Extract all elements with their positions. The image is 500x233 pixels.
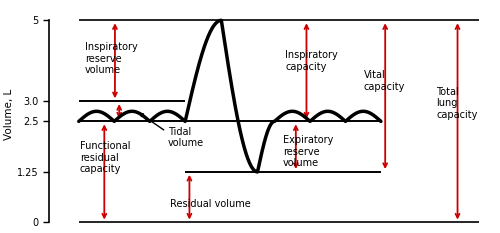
Text: Inspiratory
capacity: Inspiratory capacity <box>285 50 338 72</box>
Text: Total
lung
capacity: Total lung capacity <box>436 87 478 120</box>
Text: Expiratory
reserve
volume: Expiratory reserve volume <box>283 135 334 168</box>
Text: Vital
capacity: Vital capacity <box>364 70 406 92</box>
Text: Inspiratory
reserve
volume: Inspiratory reserve volume <box>85 42 138 75</box>
Text: Functional
residual
capacity: Functional residual capacity <box>80 141 130 174</box>
Text: Residual volume: Residual volume <box>170 199 251 209</box>
Text: Tidal
volume: Tidal volume <box>168 127 204 148</box>
Y-axis label: Volume, L: Volume, L <box>4 89 14 140</box>
